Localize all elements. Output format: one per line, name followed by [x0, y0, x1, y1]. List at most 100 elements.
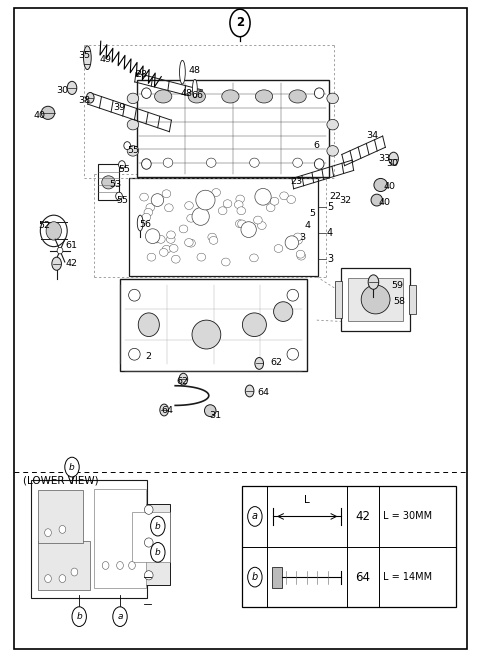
Ellipse shape — [124, 142, 131, 150]
Text: 40: 40 — [384, 182, 396, 192]
Text: 6: 6 — [314, 141, 320, 150]
Circle shape — [245, 385, 254, 397]
Text: 28: 28 — [135, 70, 148, 79]
Ellipse shape — [162, 190, 171, 197]
Ellipse shape — [142, 213, 151, 221]
Ellipse shape — [222, 90, 239, 103]
Ellipse shape — [171, 255, 180, 263]
Ellipse shape — [327, 119, 338, 130]
Ellipse shape — [184, 239, 193, 247]
Ellipse shape — [234, 201, 243, 209]
Text: (LOWER VIEW): (LOWER VIEW) — [23, 476, 99, 485]
Circle shape — [65, 457, 79, 477]
Ellipse shape — [255, 90, 273, 103]
Ellipse shape — [117, 562, 123, 569]
Ellipse shape — [46, 222, 61, 240]
Ellipse shape — [287, 348, 299, 360]
Text: 32: 32 — [339, 196, 352, 205]
Ellipse shape — [204, 405, 216, 417]
Ellipse shape — [327, 146, 338, 156]
Ellipse shape — [45, 575, 51, 583]
Ellipse shape — [127, 119, 139, 130]
Bar — [335, 281, 342, 318]
Ellipse shape — [208, 233, 216, 241]
Ellipse shape — [296, 250, 305, 258]
Ellipse shape — [258, 222, 266, 230]
Ellipse shape — [167, 236, 175, 243]
Ellipse shape — [266, 204, 275, 212]
Ellipse shape — [140, 193, 148, 201]
Circle shape — [255, 358, 264, 369]
Text: 31: 31 — [209, 411, 221, 420]
Ellipse shape — [179, 225, 188, 233]
Text: a: a — [252, 512, 258, 522]
Ellipse shape — [293, 158, 302, 167]
Ellipse shape — [180, 60, 185, 84]
Ellipse shape — [167, 231, 175, 239]
Ellipse shape — [218, 207, 227, 215]
Ellipse shape — [289, 90, 306, 103]
Ellipse shape — [144, 209, 153, 216]
Bar — [31, 480, 147, 598]
Circle shape — [248, 506, 262, 526]
Circle shape — [52, 257, 61, 270]
Ellipse shape — [144, 505, 153, 514]
Circle shape — [230, 9, 250, 37]
Bar — [409, 285, 416, 314]
Ellipse shape — [151, 194, 164, 207]
Text: 52: 52 — [38, 221, 50, 230]
Bar — [132, 504, 169, 585]
Text: 22: 22 — [329, 192, 341, 201]
Ellipse shape — [293, 233, 302, 241]
Ellipse shape — [206, 158, 216, 167]
Ellipse shape — [156, 236, 165, 243]
Text: 35: 35 — [78, 51, 90, 60]
Circle shape — [248, 567, 262, 587]
Circle shape — [151, 543, 165, 562]
Text: 55: 55 — [117, 196, 129, 205]
Ellipse shape — [147, 253, 156, 261]
Text: 62: 62 — [177, 377, 188, 386]
Text: L = 14MM: L = 14MM — [383, 572, 432, 582]
Bar — [98, 164, 119, 200]
Text: 30: 30 — [386, 159, 399, 169]
Ellipse shape — [127, 146, 139, 156]
Circle shape — [86, 92, 94, 103]
Ellipse shape — [127, 93, 139, 104]
Bar — [137, 80, 329, 177]
Text: 48: 48 — [180, 89, 192, 98]
Text: 30: 30 — [56, 86, 69, 95]
Ellipse shape — [187, 215, 195, 222]
Ellipse shape — [119, 161, 125, 169]
Ellipse shape — [236, 220, 244, 228]
Ellipse shape — [314, 159, 324, 169]
Text: 62: 62 — [270, 358, 282, 367]
Text: b: b — [252, 572, 258, 582]
Text: 56: 56 — [139, 220, 151, 229]
Ellipse shape — [287, 195, 296, 203]
Ellipse shape — [221, 258, 230, 266]
Ellipse shape — [241, 222, 256, 237]
Ellipse shape — [255, 188, 271, 205]
Ellipse shape — [198, 211, 207, 219]
Ellipse shape — [59, 575, 66, 583]
Text: b: b — [76, 612, 82, 621]
Text: L = 30MM: L = 30MM — [383, 512, 432, 522]
Ellipse shape — [137, 215, 143, 231]
Text: 55: 55 — [118, 165, 130, 174]
Bar — [242, 486, 456, 607]
Ellipse shape — [40, 215, 67, 247]
Text: 42: 42 — [65, 259, 77, 268]
Circle shape — [72, 607, 86, 626]
Ellipse shape — [165, 204, 173, 212]
Ellipse shape — [57, 247, 63, 254]
Ellipse shape — [196, 190, 215, 210]
Bar — [132, 512, 169, 562]
Ellipse shape — [253, 216, 262, 224]
Text: 58: 58 — [393, 297, 405, 306]
Ellipse shape — [71, 568, 78, 576]
Ellipse shape — [242, 313, 266, 337]
Ellipse shape — [192, 79, 197, 98]
Bar — [129, 178, 318, 276]
Ellipse shape — [280, 192, 288, 200]
